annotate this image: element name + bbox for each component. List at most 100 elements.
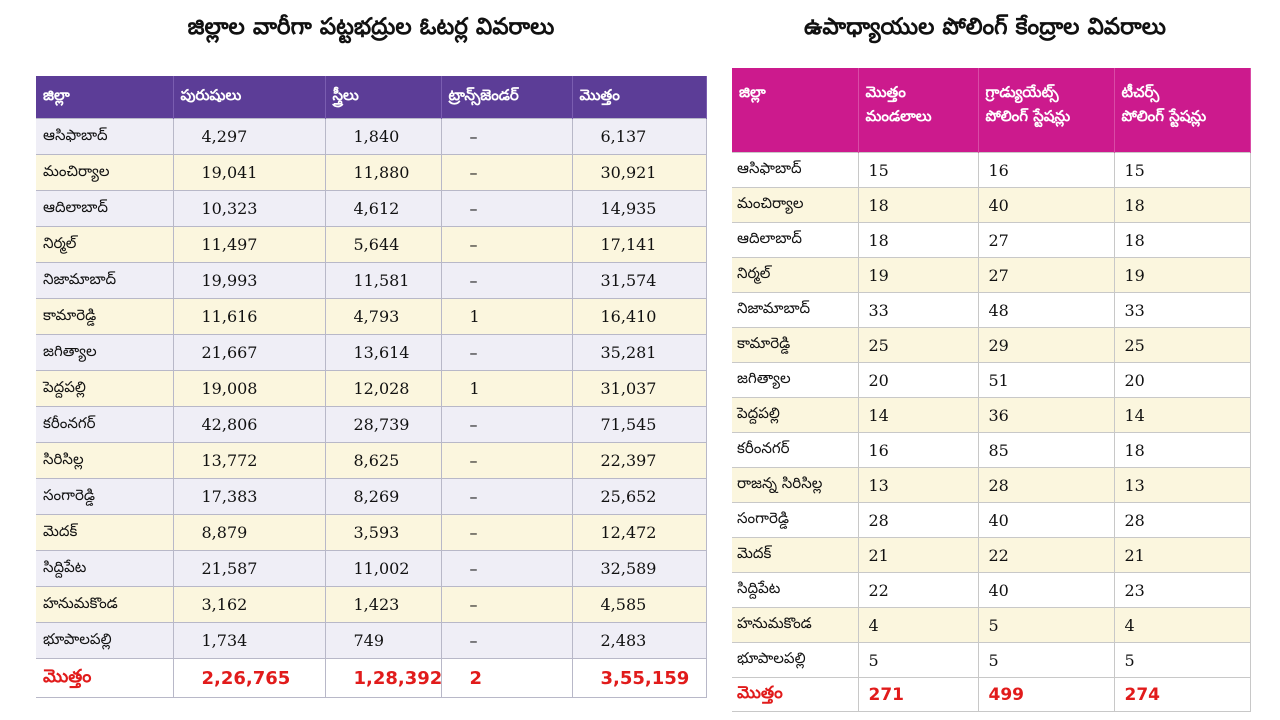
mandals-cell: 5: [858, 642, 979, 678]
table-row: హనుమకొండ 3,162 1,423–4,585: [36, 586, 707, 623]
women-cell: 4,793: [325, 298, 442, 335]
table-row: ఆసిఫాబాద్ 4,297 1,840–6,137: [36, 118, 707, 155]
table-row: సిద్దిపేట 22 40 23: [732, 572, 1251, 608]
total-district-cell: మొత్తం: [732, 677, 859, 712]
district-cell: సిద్దిపేట: [36, 550, 174, 587]
district-cell: నిర్మల్: [732, 257, 859, 293]
women-cell: 3,593: [325, 514, 442, 551]
men-cell: 13,772: [173, 442, 326, 479]
table-row: సంగారెడ్డి 17,383 8,269–25,652: [36, 478, 707, 515]
transgender-cell: –: [441, 334, 573, 371]
total-teacher-stations-cell: 274: [1114, 677, 1251, 712]
mandals-cell: 14: [858, 397, 979, 433]
district-cell: కామారెడ్డి: [36, 298, 174, 335]
district-cell: ఆదిలాబాద్: [732, 222, 859, 258]
men-cell: 11,497: [173, 226, 326, 263]
table-row: జగిత్యాల 20 51 20: [732, 362, 1251, 398]
total-women-cell: 1,28,392: [325, 658, 442, 698]
graduate-stations-cell: 40: [978, 187, 1115, 223]
table-row: కరీంనగర్ 42,806 28,739–71,545: [36, 406, 707, 443]
transgender-cell: –: [441, 586, 573, 623]
district-cell: ఆసిఫాబాద్: [36, 118, 174, 155]
table-row: కరీంనగర్ 16 85 18: [732, 432, 1251, 468]
graduate-stations-cell: 5: [978, 642, 1115, 678]
mandals-cell: 20: [858, 362, 979, 398]
graduate-stations-cell: 29: [978, 327, 1115, 363]
district-cell: హనుమకొండ: [732, 607, 859, 643]
table-row: కామారెడ్డి 11,616 4,793 1 16,410: [36, 298, 707, 335]
mandals-cell: 21: [858, 537, 979, 573]
header-total-mandals: మొత్తం మండలాలు: [858, 68, 979, 153]
table-header-row: జిల్లా మొత్తం మండలాలు గ్రాడ్యుయేట్స్ పోలిం…: [732, 68, 1251, 153]
transgender-cell: –: [441, 118, 573, 155]
transgender-cell: –: [441, 190, 573, 227]
table-row: నిజామాబాద్ 19,993 11,581–31,574: [36, 262, 707, 299]
district-cell: ఆదిలాబాద్: [36, 190, 174, 227]
graduate-stations-cell: 40: [978, 502, 1115, 538]
teacher-stations-cell: 20: [1114, 362, 1251, 398]
total-cell: 22,397: [572, 442, 707, 479]
table-row: భూపాలపల్లి 1,734 749–2,483: [36, 622, 707, 659]
women-cell: 5,644: [325, 226, 442, 263]
district-cell: కరీంనగర్: [36, 406, 174, 443]
women-cell: 1,423: [325, 586, 442, 623]
teacher-stations-cell: 18: [1114, 222, 1251, 258]
total-cell: 35,281: [572, 334, 707, 371]
district-cell: నిజామాబాద్: [732, 292, 859, 328]
district-cell: సిద్దిపేట: [732, 572, 859, 608]
teacher-stations-cell: 18: [1114, 187, 1251, 223]
header-district: జిల్లా: [732, 68, 859, 153]
women-cell: 4,612: [325, 190, 442, 227]
table-row: నిర్మల్ 11,497 5,644–17,141: [36, 226, 707, 263]
mandals-cell: 28: [858, 502, 979, 538]
total-cell: 30,921: [572, 154, 707, 191]
district-cell: మంచిర్యాల: [732, 187, 859, 223]
graduate-stations-cell: 22: [978, 537, 1115, 573]
graduate-stations-cell: 27: [978, 222, 1115, 258]
transgender-cell: –: [441, 478, 573, 515]
teacher-stations-cell: 4: [1114, 607, 1251, 643]
table-row: హనుమకొండ 4 5 4: [732, 607, 1251, 643]
teacher-stations-cell: 23: [1114, 572, 1251, 608]
district-cell: మెదక్: [36, 514, 174, 551]
district-cell: సంగారెడ్డి: [732, 502, 859, 538]
district-cell: రాజన్న సిరిసిల్ల: [732, 467, 859, 503]
table-row: జగిత్యాల 21,667 13,614–35,281: [36, 334, 707, 371]
graduate-stations-cell: 85: [978, 432, 1115, 468]
table-row: నిర్మల్ 19 27 19: [732, 257, 1251, 293]
graduate-stations-cell: 51: [978, 362, 1115, 398]
table-row: పెద్దపల్లి 14 36 14: [732, 397, 1251, 433]
mandals-cell: 19: [858, 257, 979, 293]
teachers-table-title: ఉపాధ్యాయుల పోలింగ్ కేంద్రాల వివరాలు: [804, 14, 1166, 40]
men-cell: 21,587: [173, 550, 326, 587]
total-cell: 12,472: [572, 514, 707, 551]
teacher-stations-cell: 21: [1114, 537, 1251, 573]
mandals-cell: 33: [858, 292, 979, 328]
total-graduate-stations-cell: 499: [978, 677, 1115, 712]
women-cell: 11,880: [325, 154, 442, 191]
men-cell: 19,008: [173, 370, 326, 407]
total-cell: 71,545: [572, 406, 707, 443]
header-district: జిల్లా: [36, 76, 174, 119]
district-cell: మెదక్: [732, 537, 859, 573]
mandals-cell: 18: [858, 187, 979, 223]
total-cell: 4,585: [572, 586, 707, 623]
women-cell: 13,614: [325, 334, 442, 371]
district-cell: పెద్దపల్లి: [732, 397, 859, 433]
graduates-voters-table: జిల్లా పురుషులు స్త్రీలు ట్రాన్స్‌జెండర్…: [36, 76, 707, 698]
women-cell: 8,269: [325, 478, 442, 515]
polling-stations-table: జిల్లా మొత్తం మండలాలు గ్రాడ్యుయేట్స్ పోలిం…: [732, 68, 1251, 712]
table-row: రాజన్న సిరిసిల్ల 13 28 13: [732, 467, 1251, 503]
men-cell: 11,616: [173, 298, 326, 335]
header-men: పురుషులు: [173, 76, 326, 119]
district-cell: జగిత్యాల: [732, 362, 859, 398]
header-teacher-stations: టీచర్స్ పోలింగ్ స్టేషన్లు: [1114, 68, 1251, 153]
transgender-cell: 1: [441, 370, 573, 407]
mandals-cell: 15: [858, 152, 979, 188]
table-row: సిరిసిల్ల 13,772 8,625–22,397: [36, 442, 707, 479]
total-cell: 31,574: [572, 262, 707, 299]
teacher-stations-cell: 28: [1114, 502, 1251, 538]
teacher-stations-cell: 18: [1114, 432, 1251, 468]
men-cell: 19,993: [173, 262, 326, 299]
total-mandals-cell: 271: [858, 677, 979, 712]
